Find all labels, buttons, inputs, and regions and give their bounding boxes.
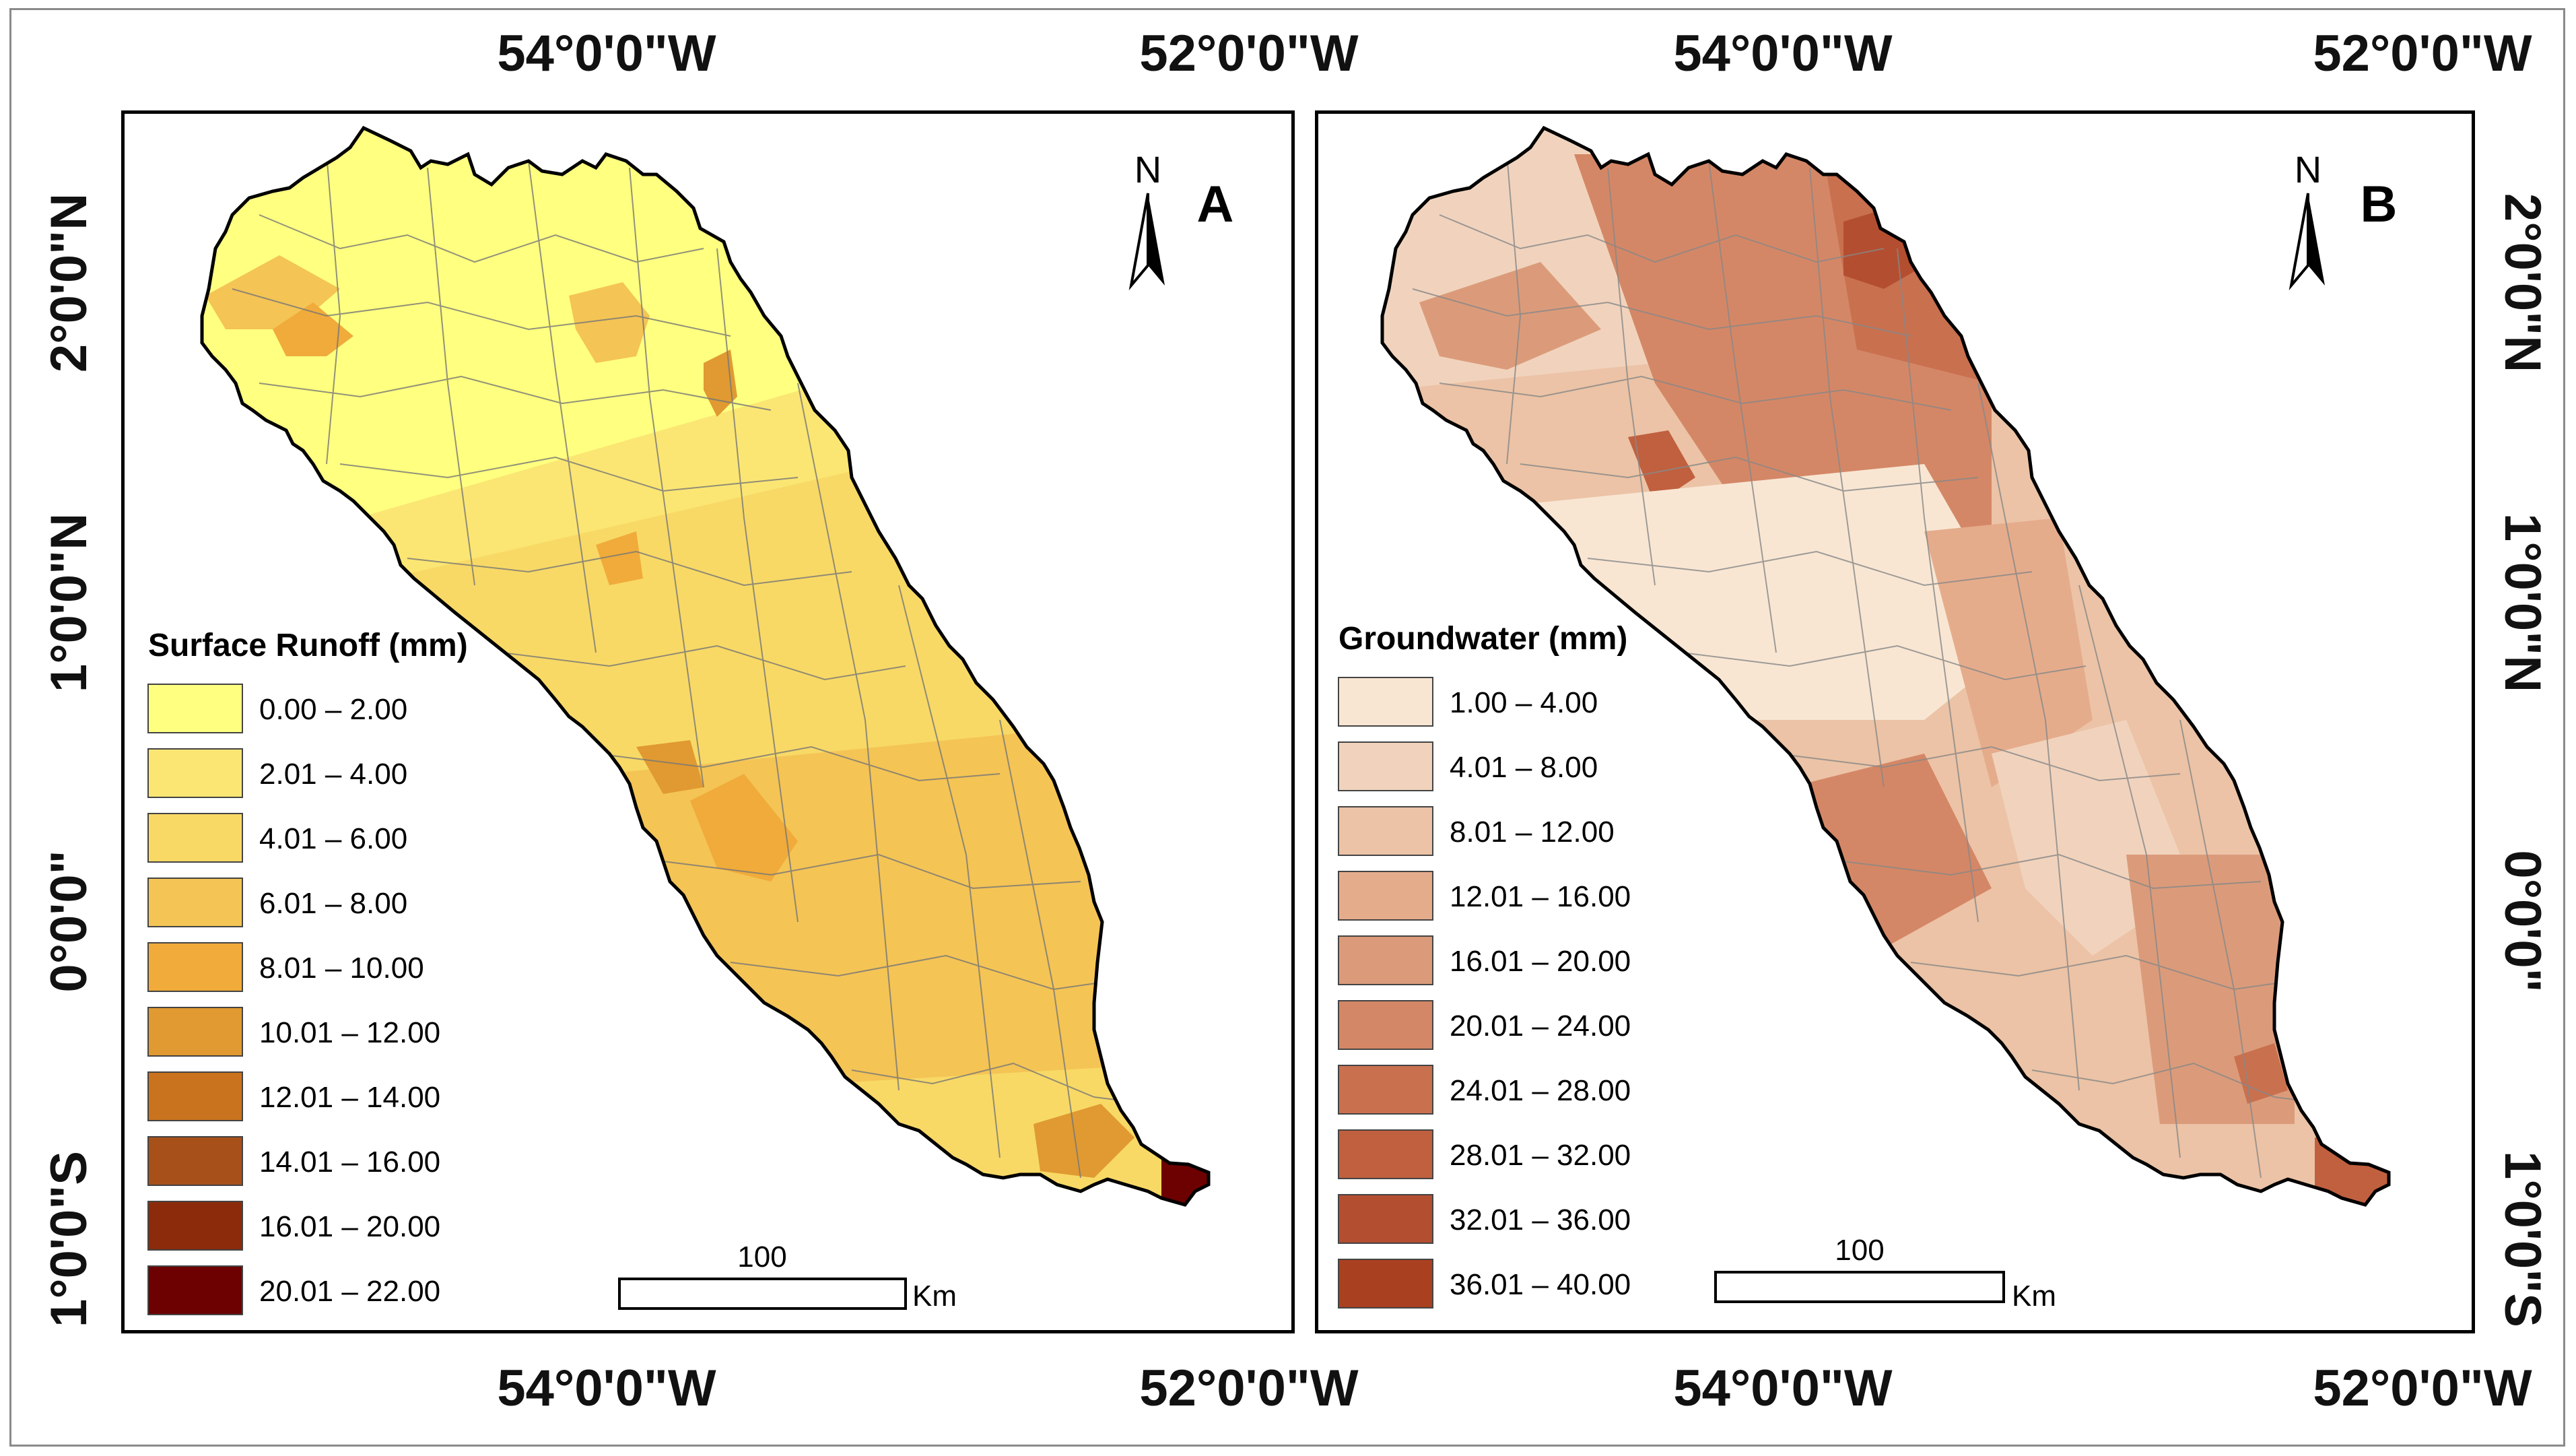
legend-label-9: 36.01 – 40.00	[1450, 1268, 1631, 1301]
panel-b-legend-title: Groundwater (mm)	[1338, 621, 1627, 657]
legend-label-8: 32.01 – 36.00	[1450, 1203, 1631, 1236]
bottom-lon-label-a1: 54°0'0"W	[497, 1360, 716, 1417]
legend-swatch-6	[147, 1071, 243, 1121]
legend-swatch-0	[147, 684, 243, 733]
legend-swatch-1	[1338, 741, 1433, 791]
panel-b-subbasin-lines	[1412, 154, 2329, 1179]
right-lat-label-2: 1°0'0"N	[2494, 512, 2551, 693]
right-lat-label-4: 1°0'0"S	[2494, 1151, 2551, 1327]
legend-label-7: 14.01 – 16.00	[259, 1146, 440, 1179]
panel-a-scale-unit: Km	[912, 1280, 957, 1313]
panel-a-legend-items: 0.00 – 2.00 2.01 – 4.00 4.01 – 6.00 6.01 – …	[147, 684, 440, 1315]
runoff-nw-patch-2	[273, 302, 353, 356]
panel-b-groundwater: N B Groundwater (mm) 1.00 – 4.00 4.01 – 8…	[1315, 110, 2475, 1333]
legend-label-2: 4.01 – 6.00	[259, 822, 407, 855]
bottom-lon-label-a2: 52°0'0"W	[1139, 1360, 1359, 1417]
legend-swatch-3	[147, 878, 243, 927]
panel-a-north-label: N	[1134, 148, 1161, 191]
panel-b-scale-unit: Km	[2012, 1280, 2056, 1313]
legend-label-0: 1.00 – 4.00	[1450, 686, 1598, 719]
legend-swatch-0	[1338, 677, 1433, 727]
legend-label-5: 20.01 – 24.00	[1450, 1010, 1631, 1043]
legend-label-3: 6.01 – 8.00	[259, 887, 407, 920]
legend-label-4: 16.01 – 20.00	[1450, 945, 1631, 978]
right-lat-label-3: 0°0'0"	[2494, 850, 2551, 993]
bottom-lon-label-b1: 54°0'0"W	[1673, 1360, 1893, 1417]
panel-b-scale-value: 100	[1835, 1234, 1884, 1267]
legend-label-4: 8.01 – 10.00	[259, 952, 424, 985]
legend-label-1: 4.01 – 8.00	[1450, 751, 1598, 784]
legend-swatch-2	[1338, 806, 1433, 856]
legend-label-2: 8.01 – 12.00	[1450, 816, 1615, 849]
legend-swatch-7	[147, 1136, 243, 1186]
panel-a-scale-value: 100	[737, 1240, 786, 1273]
panel-a-subbasin-lines	[232, 154, 1149, 1179]
legend-swatch-6	[1338, 1065, 1433, 1115]
panel-b-north-label: N	[2295, 148, 2321, 191]
left-lat-label-2: 1°0'0"N	[40, 512, 98, 693]
legend-swatch-9	[147, 1265, 243, 1315]
right-lat-label-1: 2°0'0"N	[2494, 193, 2551, 373]
top-lon-label-a2: 52°0'0"W	[1139, 25, 1359, 82]
panel-b-legend: Groundwater (mm) 1.00 – 4.00 4.01 – 8.00 8…	[1338, 621, 1631, 1309]
gw-mid-hotspot	[1628, 430, 1695, 504]
legend-swatch-1	[147, 748, 243, 798]
panel-b-svg: N B Groundwater (mm) 1.00 – 4.00 4.01 – 8…	[1338, 114, 2398, 1313]
panel-a-legend: Surface Runoff (mm) 0.00 – 2.00 2.01 – 4.…	[147, 628, 468, 1315]
legend-label-1: 2.01 – 4.00	[259, 758, 407, 791]
runoff-w-patch	[636, 740, 704, 794]
legend-swatch-5	[1338, 1000, 1433, 1050]
panel-b-north-arrow: N	[2289, 148, 2325, 291]
top-lon-label-a1: 54°0'0"W	[497, 25, 716, 82]
panel-a-legend-title: Surface Runoff (mm)	[148, 628, 468, 663]
figure-frame	[9, 8, 2565, 1447]
runoff-se-patch	[1033, 1104, 1134, 1178]
legend-swatch-4	[1338, 935, 1433, 985]
legend-label-6: 12.01 – 14.00	[259, 1081, 440, 1114]
panel-b-legend-items: 1.00 – 4.00 4.01 – 8.00 8.01 – 12.00 12.01 …	[1338, 677, 1631, 1309]
legend-swatch-9	[1338, 1259, 1433, 1309]
legend-label-0: 0.00 – 2.00	[259, 693, 407, 726]
legend-label-7: 28.01 – 32.00	[1450, 1139, 1631, 1172]
gw-center-mid	[1924, 518, 2093, 787]
panel-a-scale-bar: 100 Km	[618, 1240, 957, 1313]
legend-label-3: 12.01 – 16.00	[1450, 880, 1631, 913]
panel-b-scale-bar: 100 Km	[1714, 1234, 2056, 1313]
panel-a-svg: N A Surface Runoff (mm) 0.00 – 2.00 2.01 …	[147, 114, 1234, 1315]
runoff-ne-patch	[569, 282, 650, 363]
legend-swatch-8	[1338, 1194, 1433, 1244]
panel-b-label: B	[2361, 176, 2398, 233]
top-lon-label-b1: 54°0'0"W	[1673, 25, 1893, 82]
panel-a-surface-runoff: N A Surface Runoff (mm) 0.00 – 2.00 2.01 …	[121, 110, 1295, 1333]
panel-a-north-arrow: N	[1128, 148, 1165, 291]
legend-label-6: 24.01 – 28.00	[1450, 1074, 1631, 1107]
left-lat-label-4: 1°0'0"S	[40, 1151, 98, 1327]
bottom-lon-label-b2: 52°0'0"W	[2313, 1360, 2532, 1417]
legend-label-9: 20.01 – 22.00	[259, 1275, 440, 1308]
gw-se-hotspot	[2234, 1043, 2288, 1104]
left-lat-label-1: 2°0'0"N	[40, 193, 98, 373]
runoff-mid-patch	[596, 531, 643, 585]
left-lat-label-3: 0°0'0"	[40, 850, 98, 993]
legend-swatch-8	[147, 1201, 243, 1251]
legend-label-5: 10.01 – 12.00	[259, 1016, 440, 1049]
runoff-sw-patch	[690, 774, 798, 882]
panel-a-label: A	[1197, 176, 1234, 233]
top-lon-label-b2: 52°0'0"W	[2313, 25, 2532, 82]
legend-swatch-3	[1338, 871, 1433, 921]
legend-swatch-4	[147, 942, 243, 992]
legend-label-8: 16.01 – 20.00	[259, 1210, 440, 1243]
legend-swatch-7	[1338, 1129, 1433, 1179]
legend-swatch-5	[147, 1007, 243, 1057]
legend-swatch-2	[147, 813, 243, 863]
